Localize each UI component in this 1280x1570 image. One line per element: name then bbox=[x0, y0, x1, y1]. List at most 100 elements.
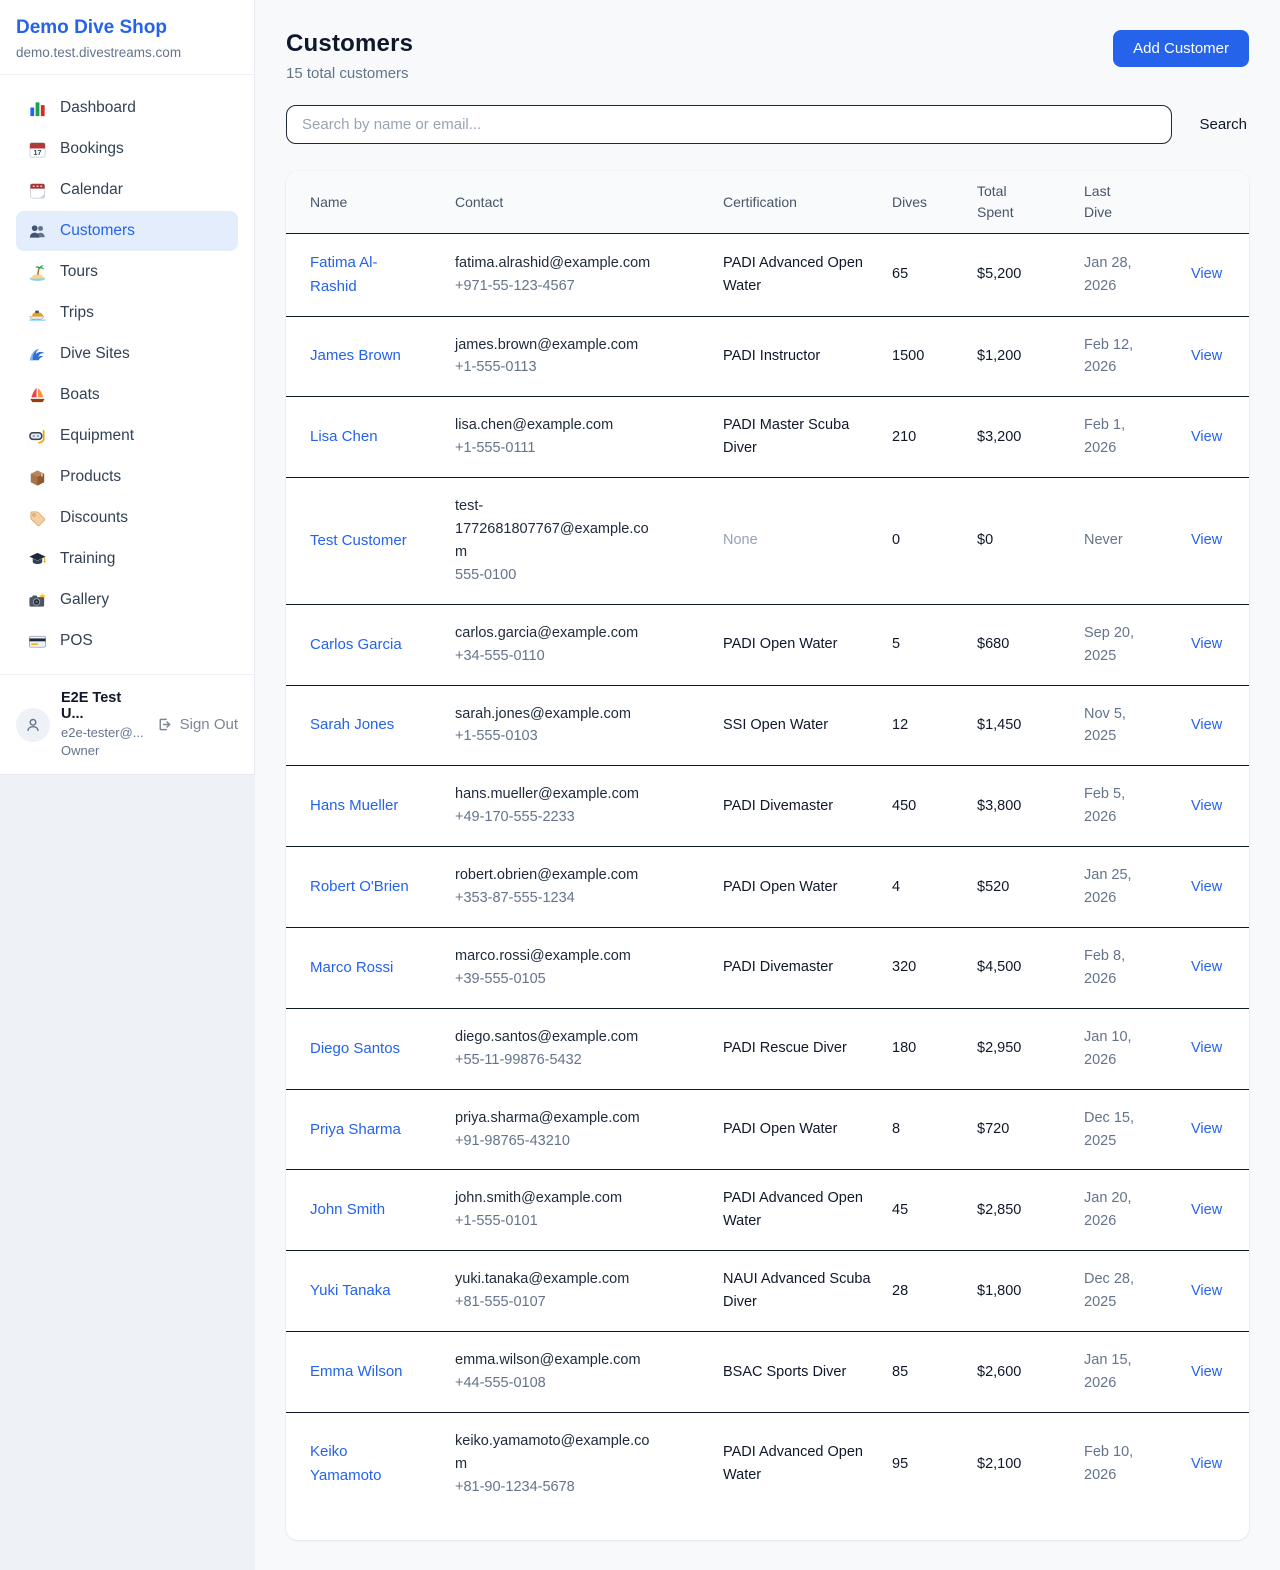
svg-text:17: 17 bbox=[33, 149, 41, 157]
customer-name-link[interactable]: Fatima Al-Rashid bbox=[310, 253, 378, 295]
sidebar-item-label: Equipment bbox=[60, 427, 135, 444]
customer-name-link[interactable]: James Brown bbox=[310, 347, 401, 365]
sidebar-item-boats[interactable]: Boats bbox=[16, 375, 238, 415]
customer-actions-cell: View bbox=[1191, 684, 1249, 766]
user-name: E2E Test U... bbox=[61, 690, 122, 722]
customer-phone: +1-555-0103 bbox=[455, 728, 538, 745]
view-link[interactable]: View bbox=[1191, 1040, 1223, 1057]
customer-name-link[interactable]: Marco Rossi bbox=[310, 958, 394, 976]
customer-actions-cell: View bbox=[1191, 927, 1249, 1009]
sidebar-item-label: Discounts bbox=[60, 509, 129, 526]
sidebar-item-trips[interactable]: Trips bbox=[16, 293, 238, 333]
customer-dives: 65 bbox=[892, 266, 909, 283]
customer-phone: +91-98765-43210 bbox=[455, 1132, 570, 1149]
customer-actions-cell: View bbox=[1191, 477, 1249, 605]
view-link[interactable]: View bbox=[1191, 347, 1223, 364]
customer-name-link[interactable]: Diego Santos bbox=[310, 1039, 401, 1057]
customer-name-cell: John Smith bbox=[286, 1169, 455, 1251]
column-header-total-spent: Total Spent bbox=[977, 171, 1084, 234]
sidebar-item-pos[interactable]: POS bbox=[16, 621, 238, 661]
sidebar-item-discounts[interactable]: Discounts bbox=[16, 498, 238, 538]
add-customer-button[interactable]: Add Customer bbox=[1113, 30, 1249, 67]
view-link[interactable]: View bbox=[1191, 959, 1223, 976]
customer-dives: 320 bbox=[892, 927, 977, 1009]
customer-email: priya.sharma@example.com bbox=[455, 1109, 640, 1126]
view-link[interactable]: View bbox=[1191, 1201, 1223, 1218]
dive-mask-icon bbox=[27, 426, 47, 446]
sidebar-item-dive-sites[interactable]: Dive Sites bbox=[16, 334, 238, 374]
customer-certification-cell: PADI Rescue Diver bbox=[723, 1007, 892, 1090]
view-link[interactable]: View bbox=[1191, 1121, 1223, 1138]
view-link[interactable]: View bbox=[1191, 717, 1223, 734]
view-link[interactable]: View bbox=[1191, 1363, 1223, 1380]
customer-name-link[interactable]: Lisa Chen bbox=[310, 428, 378, 446]
customer-phone: +353-87-555-1234 bbox=[455, 890, 575, 907]
customer-name-cell: Emma Wilson bbox=[286, 1331, 455, 1413]
table-row: Lisa Chen lisa.chen@example.com +1-555-011… bbox=[286, 396, 1249, 478]
island-icon bbox=[27, 262, 47, 282]
customer-table-body: Fatima Al-Rashid fatima.alrashid@example.… bbox=[286, 233, 1249, 1516]
table-row: Yuki Tanaka yuki.tanaka@example.com +81-55… bbox=[286, 1250, 1249, 1332]
sidebar-item-tours[interactable]: Tours bbox=[16, 252, 238, 292]
customer-phone: +44-555-0108 bbox=[455, 1374, 546, 1391]
sidebar-item-products[interactable]: Products bbox=[16, 457, 238, 497]
customer-name-cell: Diego Santos bbox=[286, 1007, 455, 1090]
view-link[interactable]: View bbox=[1191, 636, 1223, 653]
sidebar-item-label: Calendar bbox=[60, 181, 123, 198]
sign-out-button[interactable]: Sign Out bbox=[156, 716, 238, 733]
customer-name-link[interactable]: Carlos Garcia bbox=[310, 635, 402, 653]
table-row: Emma Wilson emma.wilson@example.com +44-55… bbox=[286, 1331, 1249, 1413]
view-link[interactable]: View bbox=[1191, 428, 1223, 445]
view-link[interactable]: View bbox=[1191, 266, 1223, 283]
customer-name-link[interactable]: Hans Mueller bbox=[310, 797, 399, 815]
customer-certification: PADI Divemaster bbox=[723, 959, 834, 976]
customer-name-cell: Priya Sharma bbox=[286, 1088, 455, 1170]
column-header-contact: Contact bbox=[455, 171, 723, 234]
table-row: Robert O'Brien robert.obrien@example.com +… bbox=[286, 846, 1249, 928]
search-button[interactable]: Search bbox=[1199, 116, 1247, 133]
customer-name-link[interactable]: Test Customer bbox=[310, 531, 407, 549]
customer-dives: 95 bbox=[892, 1411, 977, 1516]
customer-phone: 555-0100 bbox=[455, 566, 517, 583]
customer-name-link[interactable]: Robert O'Brien bbox=[310, 878, 409, 896]
view-link[interactable]: View bbox=[1191, 878, 1223, 895]
customer-contact-cell: priya.sharma@example.com +91-98765-43210 bbox=[455, 1088, 723, 1170]
customer-certification-cell: PADI Open Water bbox=[723, 1088, 892, 1170]
sidebar-item-training[interactable]: Training bbox=[16, 539, 238, 579]
view-link[interactable]: View bbox=[1191, 797, 1223, 814]
customer-email: yuki.tanaka@example.com bbox=[455, 1271, 630, 1288]
customer-actions-cell: View bbox=[1191, 1250, 1249, 1332]
customer-name-cell: James Brown bbox=[286, 315, 455, 397]
customer-phone: +81-555-0107 bbox=[455, 1294, 546, 1311]
customer-name-link[interactable]: Keiko Yamamoto bbox=[310, 1443, 382, 1485]
table-row: Diego Santos diego.santos@example.com +55-… bbox=[286, 1007, 1249, 1090]
customer-last-dive: Jan 15, 2026 bbox=[1084, 1352, 1132, 1391]
table-row: Marco Rossi marco.rossi@example.com +39-55… bbox=[286, 927, 1249, 1009]
sidebar-item-bookings[interactable]: 17 Bookings bbox=[16, 129, 238, 169]
customer-actions-cell: View bbox=[1191, 846, 1249, 928]
customer-email: lisa.chen@example.com bbox=[455, 417, 614, 434]
sidebar-item-calendar[interactable]: Calendar bbox=[16, 170, 238, 210]
customer-certification: PADI Divemaster bbox=[723, 797, 834, 814]
sidebar-item-gallery[interactable]: Gallery bbox=[16, 580, 238, 620]
brand-block: Demo Dive Shop demo.test.divestreams.com bbox=[0, 0, 254, 75]
customer-name-link[interactable]: Priya Sharma bbox=[310, 1120, 401, 1138]
view-link[interactable]: View bbox=[1191, 1282, 1223, 1299]
sidebar-item-dashboard[interactable]: Dashboard bbox=[16, 88, 238, 128]
search-input[interactable] bbox=[286, 105, 1173, 144]
customer-contact-cell: lisa.chen@example.com +1-555-0111 bbox=[455, 396, 723, 478]
customer-certification: SSI Open Water bbox=[723, 717, 829, 734]
customer-dives: 4 bbox=[892, 846, 977, 928]
view-link[interactable]: View bbox=[1191, 1455, 1223, 1472]
customer-last-dive: Jan 20, 2026 bbox=[1084, 1190, 1132, 1230]
customer-total-spent: $5,200 bbox=[977, 266, 1022, 283]
view-link[interactable]: View bbox=[1191, 532, 1223, 549]
customer-name-link[interactable]: Sarah Jones bbox=[310, 716, 395, 734]
sidebar-item-customers[interactable]: Customers bbox=[16, 211, 238, 251]
table-row: Test Customer test-1772681807767@example.… bbox=[286, 477, 1249, 605]
table-row: Fatima Al-Rashid fatima.alrashid@example.… bbox=[286, 233, 1249, 316]
sidebar-item-equipment[interactable]: Equipment bbox=[16, 416, 238, 456]
customer-name-link[interactable]: John Smith bbox=[310, 1201, 386, 1219]
customer-name-link[interactable]: Yuki Tanaka bbox=[310, 1282, 391, 1300]
customer-name-link[interactable]: Emma Wilson bbox=[310, 1362, 403, 1380]
